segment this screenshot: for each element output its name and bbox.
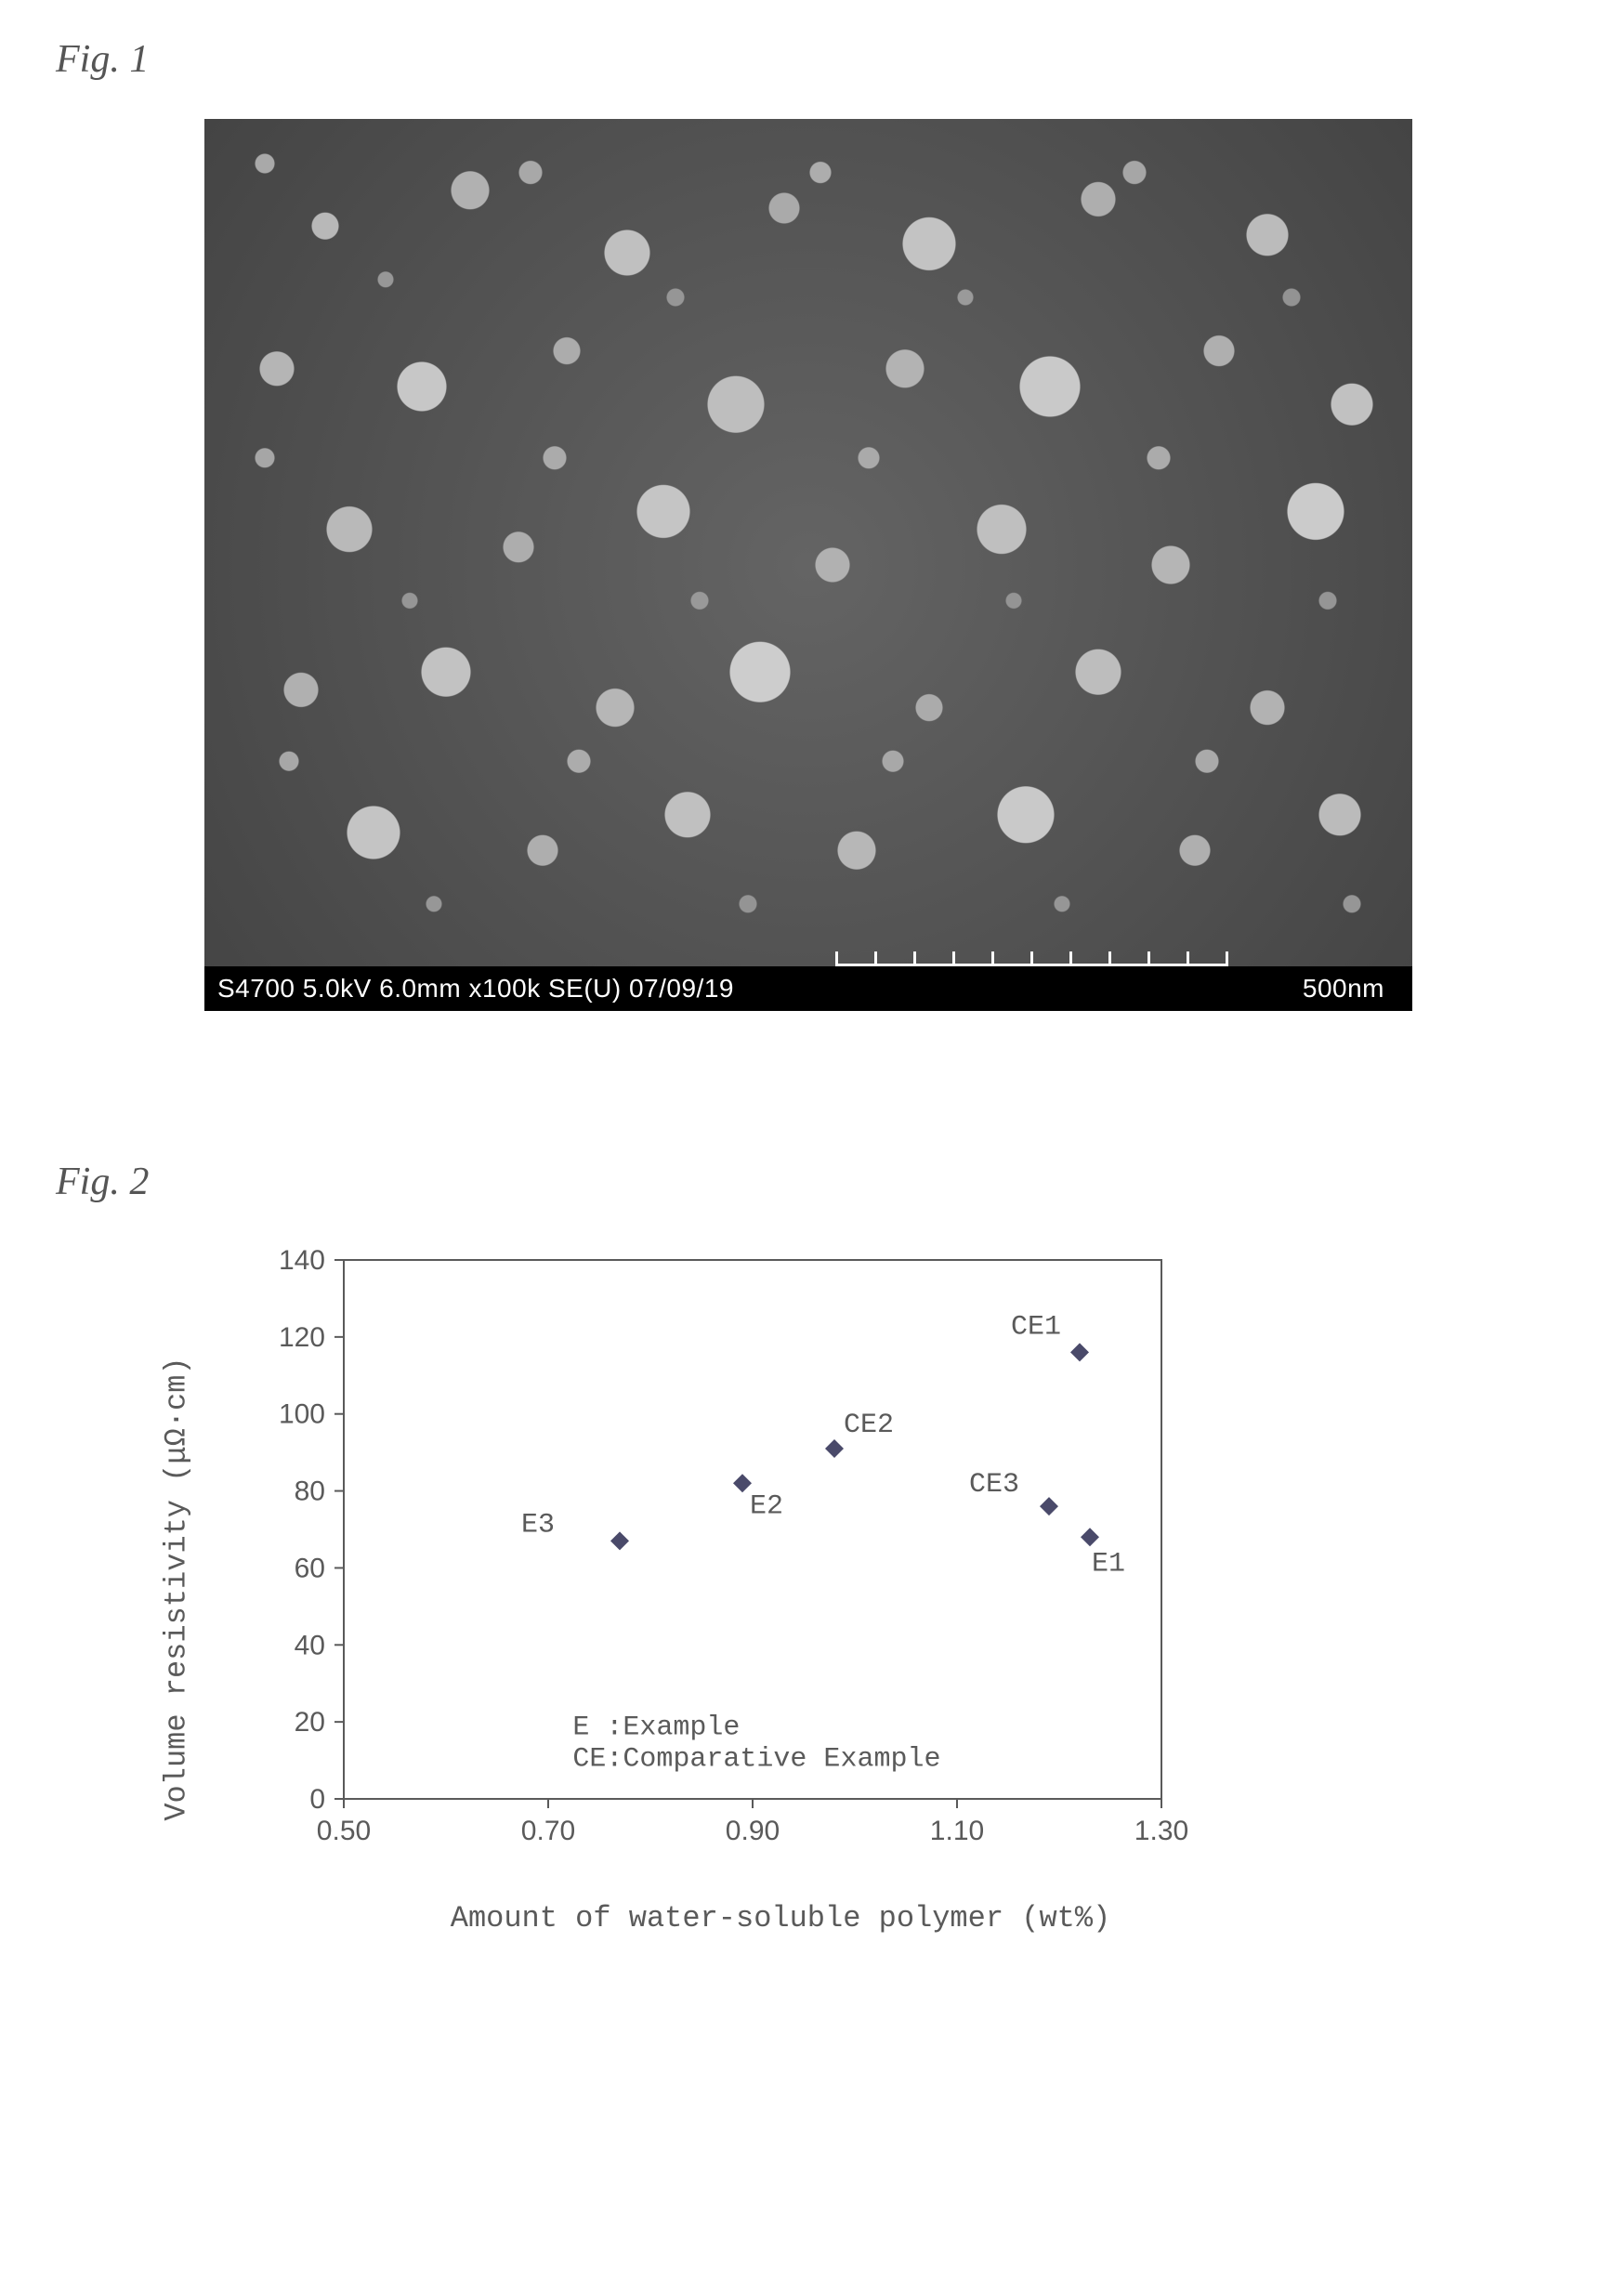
sem-scale-tick [913, 951, 916, 966]
y-tick-label: 60 [295, 1553, 325, 1583]
legend-line: E :Example [572, 1712, 740, 1743]
sem-texture [204, 119, 1412, 1011]
sem-scale-tick [1226, 951, 1228, 966]
sem-scale-tick [1147, 951, 1150, 966]
sem-scale-tick [1187, 951, 1189, 966]
legend-line: CE:Comparative Example [572, 1743, 940, 1775]
scatter-chart: Volume resistivity (μΩ·cm) 0204060801001… [186, 1241, 1375, 1935]
y-tick-label: 140 [279, 1245, 325, 1276]
y-tick-label: 40 [295, 1630, 325, 1660]
x-tick-label: 1.10 [930, 1816, 984, 1846]
sem-micrograph: S4700 5.0kV 6.0mm x100k SE(U) 07/09/19 5… [204, 119, 1557, 1011]
sem-scale-tick [835, 951, 838, 966]
sem-image-frame: S4700 5.0kV 6.0mm x100k SE(U) 07/09/19 5… [204, 119, 1412, 1011]
sem-scale-tick [952, 951, 955, 966]
y-tick-label: 80 [295, 1476, 325, 1507]
x-tick-label: 0.50 [317, 1816, 371, 1846]
x-tick-label: 1.30 [1134, 1816, 1188, 1846]
data-point-label-ce2: CE2 [844, 1410, 894, 1441]
figure-2-label: Fig. 2 [56, 1160, 1557, 1204]
data-point-label-e2: E2 [750, 1490, 783, 1522]
sem-scale-tick [1030, 951, 1033, 966]
x-tick-label: 0.70 [521, 1816, 575, 1846]
sem-scalebar-ticks [836, 942, 1226, 966]
sem-scale-label: 500nm [1303, 974, 1384, 1004]
sem-scale-tick [1069, 951, 1072, 966]
y-axis-title: Volume resistivity (μΩ·cm) [160, 1357, 194, 1820]
y-tick-label: 100 [279, 1399, 325, 1430]
data-point-label-e3: E3 [521, 1509, 555, 1541]
sem-scale-wrap: 500nm [1303, 966, 1384, 1011]
data-point-label-e1: E1 [1092, 1548, 1125, 1580]
chart-svg: 0 20 40 60 80 100 120 140 0.50 0.70 0.90 1.10 1.30 E3… [186, 1241, 1208, 1892]
x-axis-title: Amount of water-soluble polymer (wt%) [186, 1901, 1375, 1935]
sem-caption-bar: S4700 5.0kV 6.0mm x100k SE(U) 07/09/19 5… [204, 966, 1412, 1011]
y-tick-label: 120 [279, 1322, 325, 1353]
figure-1-label: Fig. 1 [56, 37, 1557, 82]
sem-scale-tick [1108, 951, 1111, 966]
data-point-label-ce3: CE3 [969, 1469, 1019, 1501]
y-tick-label: 0 [309, 1784, 325, 1815]
x-tick-label: 0.90 [726, 1816, 780, 1846]
sem-scale-tick [874, 951, 877, 966]
sem-scale-tick [991, 951, 994, 966]
data-point-label-ce1: CE1 [1011, 1311, 1061, 1343]
sem-caption-text: S4700 5.0kV 6.0mm x100k SE(U) 07/09/19 [217, 974, 734, 1004]
y-tick-label: 20 [295, 1707, 325, 1738]
